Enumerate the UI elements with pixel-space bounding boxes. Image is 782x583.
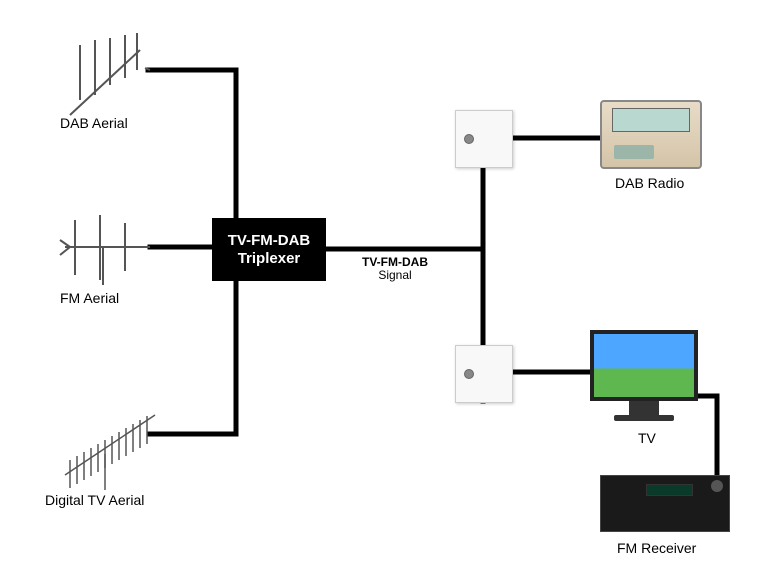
signal-label: TV-FM-DAB Signal — [355, 256, 435, 282]
signal-line2: Signal — [355, 269, 435, 282]
tv-label: TV — [638, 430, 656, 446]
dab-aerial-label: DAB Aerial — [60, 115, 128, 131]
wall-outlet-bottom — [455, 345, 513, 403]
dab-radio-label: DAB Radio — [615, 175, 684, 191]
dab-radio-icon — [600, 100, 702, 169]
dab-aerial-icon — [55, 30, 155, 120]
fm-receiver-icon — [600, 475, 730, 532]
triplexer-line1: TV-FM-DAB — [228, 232, 311, 250]
fm-aerial-icon — [55, 205, 155, 295]
wall-outlet-top — [455, 110, 513, 168]
fm-receiver-label: FM Receiver — [617, 540, 696, 556]
digital-tv-aerial-icon — [55, 400, 165, 495]
digital-tv-aerial-label: Digital TV Aerial — [45, 492, 144, 508]
tv-icon — [590, 330, 698, 425]
triplexer-box: TV-FM-DAB Triplexer — [212, 218, 326, 281]
triplexer-line2: Triplexer — [238, 250, 301, 268]
fm-aerial-label: FM Aerial — [60, 290, 119, 306]
